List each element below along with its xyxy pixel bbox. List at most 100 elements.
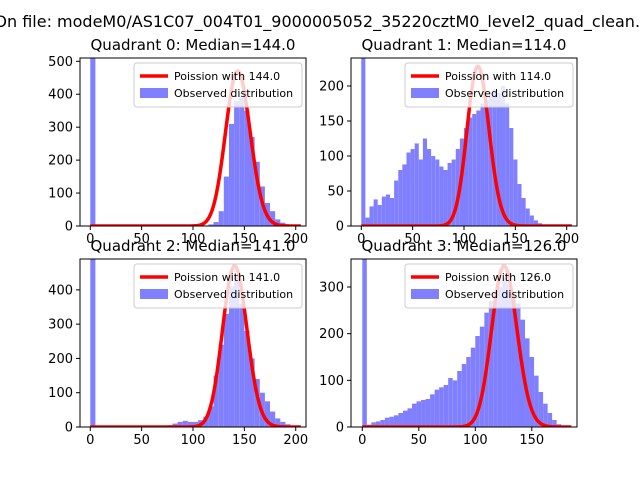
histogram-bar	[384, 417, 390, 427]
y-tick-label: 0	[65, 421, 73, 436]
histogram-bar	[533, 220, 538, 226]
y-tick-label: 200	[319, 327, 344, 342]
x-tick-label: 0	[357, 232, 365, 247]
x-tick-label: 200	[554, 232, 579, 247]
histogram-bar	[373, 199, 378, 226]
x-tick-label: 100	[181, 433, 206, 448]
histogram-bar	[427, 149, 432, 226]
legend-hist-label: Observed distribution	[174, 87, 293, 100]
histogram-bar	[484, 100, 489, 226]
legend-box	[133, 62, 303, 108]
histogram-bar	[538, 392, 544, 427]
histogram-bar	[213, 222, 219, 226]
y-tick-label: 0	[336, 220, 344, 235]
histogram-bar	[534, 375, 539, 427]
y-tick-label: 100	[48, 386, 73, 401]
legend-hist-swatch	[411, 289, 439, 299]
histogram-bar	[410, 149, 415, 226]
histogram-bar	[479, 326, 485, 427]
x-tick-label: 50	[411, 433, 428, 448]
histogram-bar	[416, 401, 422, 427]
histogram-bar	[375, 421, 381, 427]
histogram-bar	[362, 259, 367, 427]
histogram-bar	[547, 413, 553, 427]
histogram-bars	[361, 58, 543, 226]
histogram-bar	[430, 394, 435, 427]
histogram-bar	[517, 184, 522, 226]
histogram-bar	[389, 416, 394, 427]
legend-hist-swatch	[140, 289, 168, 299]
histogram-bar	[394, 180, 399, 226]
legend: Poission with 114.0 Observed distribution	[404, 62, 574, 108]
subplot-quadrant-3: 0 50 100 150 0 100 200 300 Quadrant 3: Median=12…	[319, 237, 578, 448]
x-tick-label: 200	[283, 232, 308, 247]
poisson-curve	[89, 264, 302, 427]
y-tick-label: 200	[48, 154, 73, 169]
histogram-bar	[521, 198, 526, 226]
histogram-bar	[511, 296, 516, 427]
histogram-bar	[177, 421, 183, 427]
histogram-bar	[480, 103, 485, 226]
legend-hist-label: Observed distribution	[445, 87, 564, 100]
x-tick-label: 50	[404, 232, 421, 247]
histogram-bar	[506, 284, 512, 427]
histogram-bar	[466, 357, 471, 427]
histogram-bar	[431, 156, 436, 226]
legend: Poission with 141.0 Observed distribution	[133, 263, 303, 309]
subplot-title: Quadrant 0: Median=144.0	[91, 36, 296, 54]
histogram-bar	[244, 331, 250, 427]
histogram-bar	[239, 303, 245, 427]
histogram-bar	[275, 418, 281, 427]
histogram-bar	[476, 110, 481, 226]
histogram-bar	[365, 217, 370, 226]
histogram-bar	[407, 408, 413, 427]
histogram-bar	[254, 379, 260, 427]
x-tick-label: 0	[86, 433, 94, 448]
legend-poisson-label: Poission with 126.0	[445, 271, 551, 284]
histogram-bar	[439, 166, 444, 226]
histogram-bar	[361, 58, 366, 226]
histogram-bar	[464, 128, 469, 226]
histogram-bar	[468, 117, 473, 226]
histogram-bar	[475, 336, 480, 427]
axes-frame	[350, 258, 578, 428]
histogram-bar	[488, 96, 493, 226]
histogram-bar	[398, 170, 403, 226]
histogram-bar	[525, 338, 530, 427]
x-tick-label: 100	[181, 232, 206, 247]
histogram-bar	[234, 100, 240, 226]
histogram-bar	[509, 128, 514, 226]
histogram-bar	[422, 138, 428, 226]
y-tick-label: 200	[48, 352, 73, 367]
histogram-bar	[264, 401, 271, 427]
y-tick-label: 100	[48, 187, 73, 202]
histogram-bar	[193, 421, 199, 427]
histogram-bar	[447, 163, 452, 226]
legend-hist-swatch	[140, 88, 168, 98]
histogram-bar	[234, 276, 240, 427]
subplot-quadrant-0: 0 50 100 150 200 0 100 200 300 400 500 Quadrant 0: …	[48, 36, 308, 247]
histogram-bar	[244, 110, 250, 226]
histogram-bar	[515, 303, 521, 427]
legend-poisson-label: Poission with 114.0	[445, 70, 551, 83]
histogram-bar	[505, 103, 510, 226]
legend-box	[133, 263, 303, 309]
y-tick-label: 50	[327, 185, 344, 200]
histogram-bar	[223, 176, 229, 226]
histogram-bar	[254, 161, 260, 226]
figure-suptitle: On file: modeM0/AS1C07_004T01_9000005052…	[0, 12, 640, 31]
histogram-bar	[369, 206, 374, 226]
histogram-bar	[461, 364, 467, 427]
x-tick-label: 100	[452, 232, 477, 247]
histogram-bar	[380, 420, 385, 427]
histogram-bar	[443, 385, 449, 427]
histogram-bar	[398, 413, 403, 427]
histogram-bar	[493, 291, 498, 427]
histogram-bar	[182, 420, 188, 427]
histogram-bar	[497, 287, 503, 427]
histogram-bar	[472, 114, 477, 226]
y-tick-label: 300	[48, 121, 73, 136]
x-tick-label: 100	[463, 433, 488, 448]
histogram-bar	[270, 411, 276, 427]
legend-hist-swatch	[411, 88, 439, 98]
